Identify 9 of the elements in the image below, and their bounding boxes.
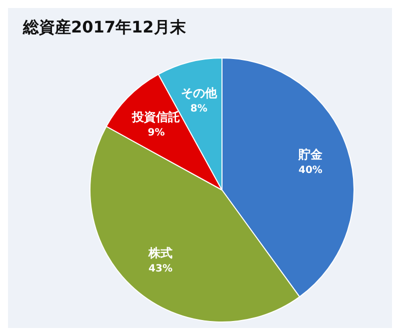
slice-label: 投資信託	[131, 110, 180, 124]
data-label: 9%	[148, 128, 165, 139]
slice-label: その他	[180, 86, 218, 100]
slice-label: 貯金	[297, 147, 324, 162]
data-label: 8%	[190, 103, 208, 114]
slice-label: 株式	[148, 246, 172, 260]
data-label: 43%	[148, 263, 172, 274]
chart-title: 総資産2017年12月末	[22, 18, 187, 36]
data-label: 40%	[298, 164, 322, 176]
